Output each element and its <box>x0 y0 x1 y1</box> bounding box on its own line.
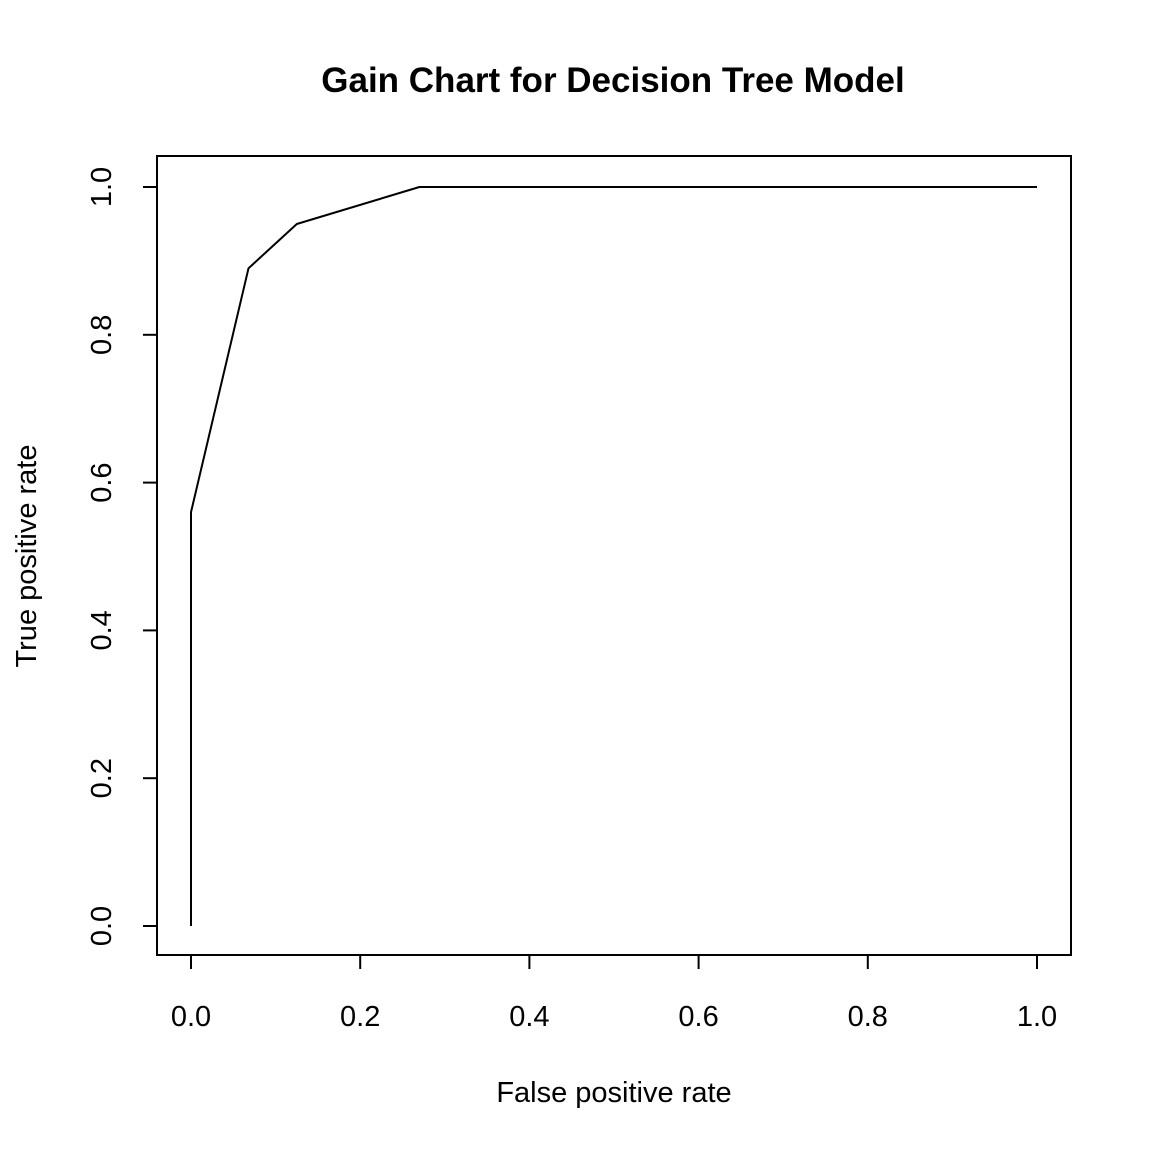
y-tick-label: 0.2 <box>86 758 118 798</box>
series-line-0 <box>190 186 1037 926</box>
chart-title: Gain Chart for Decision Tree Model <box>321 61 904 100</box>
x-axis: 0.0 0.2 0.4 0.6 0.8 1.0 <box>171 954 1057 1033</box>
x-tick-label: 0.8 <box>848 1001 888 1033</box>
x-tick-label: 0.4 <box>509 1001 549 1033</box>
y-axis: 0.0 0.2 0.4 0.6 0.8 1.0 <box>86 167 158 946</box>
y-tick-label: 0.4 <box>86 610 118 650</box>
y-tick-label: 1.0 <box>86 167 118 207</box>
y-tick-label: 0.0 <box>86 906 118 946</box>
x-tick-label: 0.2 <box>340 1001 380 1033</box>
y-axis-label: True positive rate <box>11 445 43 668</box>
x-tick-label: 1.0 <box>1017 1001 1057 1033</box>
y-tick-label: 0.8 <box>86 315 118 355</box>
x-tick-label: 0.0 <box>171 1001 211 1033</box>
plot-frame <box>156 155 1072 956</box>
x-axis-label: False positive rate <box>496 1077 731 1109</box>
x-tick-label: 0.6 <box>678 1001 718 1033</box>
y-tick-label: 0.6 <box>86 462 118 502</box>
series-layer <box>190 186 1037 926</box>
